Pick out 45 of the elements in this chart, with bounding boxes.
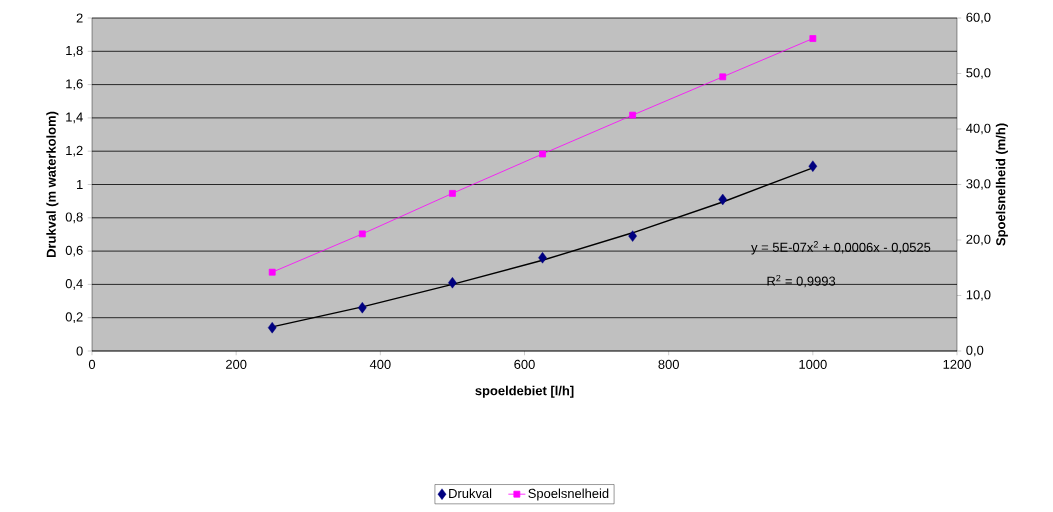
point (628, 230, 637, 242)
y-tick-label: 0,2 (65, 312, 83, 324)
y-axis-title: Drukval (m waterkolom) (46, 111, 59, 258)
point (448, 277, 457, 289)
y-tick-label: 0,4 (65, 279, 83, 290)
x-axis-title: spoeldebiet [l/h] (475, 385, 574, 398)
point (629, 111, 637, 119)
point (268, 268, 276, 276)
y2-tick-label: 50,0 (966, 68, 991, 79)
y2-tick-label: 30,0 (966, 179, 991, 190)
y2-tick-label: 60,0 (966, 12, 991, 24)
annotation: y = 5E-07x$^{2}$ + 0,0006x - 0,0525 (751, 241, 931, 255)
y-tick-label: 1,6 (66, 79, 83, 90)
point (358, 302, 367, 314)
point (538, 252, 547, 264)
legend-label: Drukval (449, 488, 492, 499)
x-tick-label: 600 (514, 359, 535, 369)
x-tick-label: 0 (88, 359, 96, 369)
point (808, 160, 818, 172)
y-tick-label: 0,6 (65, 245, 83, 257)
x-tick-label: 1200 (943, 359, 971, 369)
point (539, 150, 546, 158)
point (809, 35, 817, 42)
y-tick-label: 0,8 (65, 212, 83, 224)
y-tick-label: 1,4 (66, 112, 83, 124)
y2-tick-label: 20,0 (966, 234, 991, 246)
y-tick-label: 2 (76, 13, 83, 23)
y-tick-label: 1,2 (66, 145, 83, 157)
x-tick-label: 400 (369, 359, 391, 369)
y2-tick-label: 10,0 (966, 290, 991, 301)
point (358, 230, 366, 238)
y-tick-label: 0 (76, 346, 83, 356)
y2-axis-title: Spoelsnelheid (m/h) (995, 123, 1008, 246)
point (449, 189, 456, 197)
x-tick-label: 200 (226, 359, 247, 369)
legend-label: Spoelsnelheid (528, 488, 609, 501)
y2-tick-label: 0,0 (966, 345, 984, 357)
y2-tick-label: 40,0 (966, 123, 991, 135)
x-tick-label: 1000 (799, 359, 827, 369)
y-tick-label: 1 (77, 180, 83, 189)
x-tick-label: 800 (658, 359, 679, 369)
point (719, 73, 727, 81)
point (267, 322, 277, 334)
point (718, 193, 728, 206)
y-tick-label: 1,8 (66, 45, 83, 57)
